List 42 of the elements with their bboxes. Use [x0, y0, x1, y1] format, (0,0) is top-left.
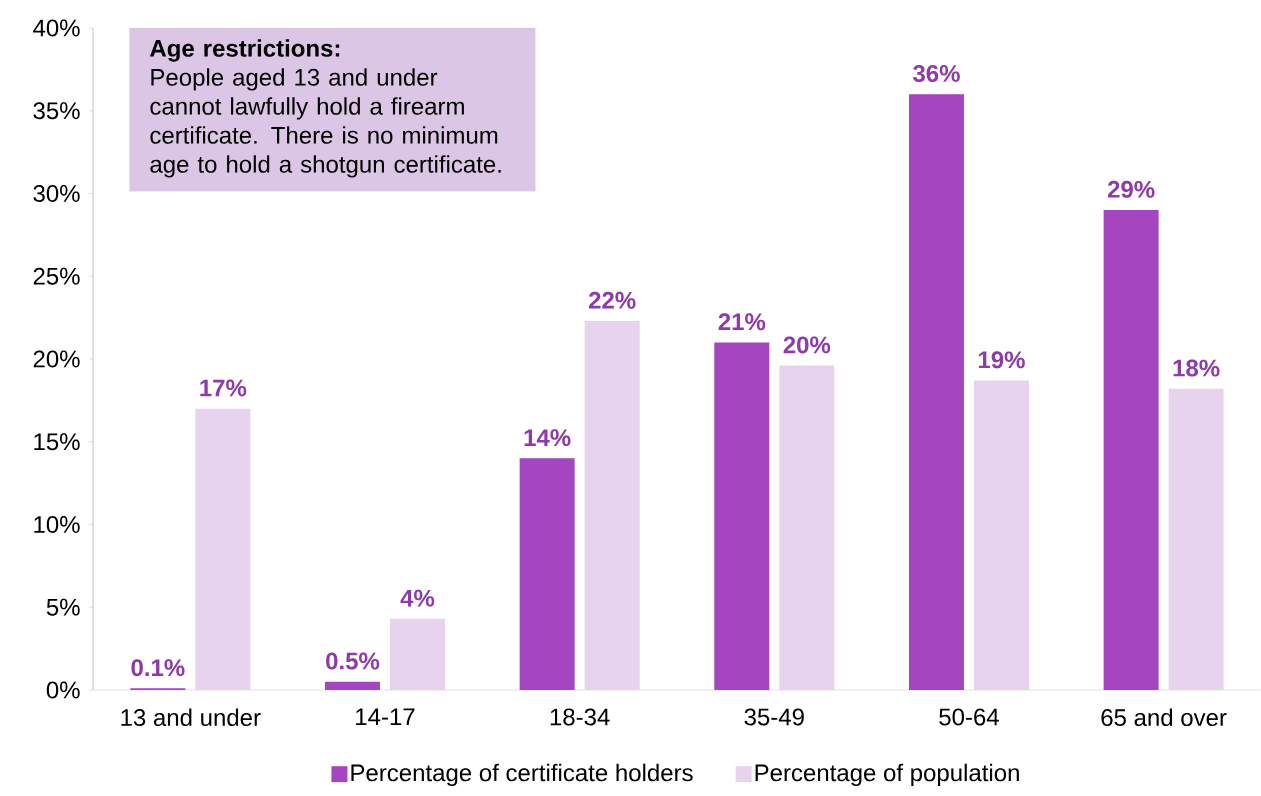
data-label: 0.5%	[326, 652, 380, 670]
bar	[519, 458, 575, 690]
bar	[714, 342, 770, 690]
legend-label: Percentage of population	[755, 763, 1019, 787]
bar	[584, 320, 640, 690]
y-tick-label: 0%	[46, 681, 80, 699]
bar	[908, 94, 964, 690]
data-label: 29%	[1107, 180, 1155, 198]
data-label: 14%	[524, 429, 571, 447]
bar	[1168, 388, 1224, 690]
bar	[195, 408, 251, 690]
y-tick-label: 35%	[33, 102, 80, 120]
data-label: 22%	[588, 291, 636, 309]
data-label: 19%	[978, 351, 1025, 369]
data-label: 21%	[718, 313, 766, 331]
y-tick-label: 25%	[33, 267, 80, 285]
y-tick-label: 15%	[34, 433, 80, 451]
x-tick-label: 65 and over	[1101, 708, 1227, 727]
x-tick-label: 35-49	[744, 708, 804, 726]
x-tick-label: 14-17	[356, 708, 415, 725]
annotation: Age restrictions:	[150, 39, 340, 62]
data-label: 4%	[400, 589, 435, 607]
x-tick-label: 50-64	[939, 708, 999, 726]
bar	[389, 618, 445, 690]
data-label: 0.1%	[131, 659, 185, 677]
y-tick-label: 20%	[33, 350, 80, 368]
data-label: 36%	[912, 64, 960, 82]
data-label: 20%	[783, 336, 831, 354]
annotation: People aged 13 and under cannot lawfully hold a firearm certificate. There is no minimum age to hold a shotgun certificate.	[150, 68, 501, 178]
y-tick-label: 10%	[34, 516, 80, 533]
bar	[779, 365, 835, 690]
x-tick-label: 18-34	[550, 708, 610, 726]
bar	[973, 380, 1029, 690]
data-label: 17%	[200, 379, 247, 397]
x-tick-label: 13 and under	[121, 708, 261, 727]
bar	[324, 681, 380, 690]
y-tick-label: 40%	[33, 19, 80, 37]
data-label: 18%	[1173, 359, 1220, 377]
y-tick-label: 30%	[33, 185, 80, 202]
legend-label: Percentage of certificate holders	[351, 763, 693, 787]
bar	[1103, 210, 1159, 690]
y-tick-label: 5%	[46, 598, 80, 616]
